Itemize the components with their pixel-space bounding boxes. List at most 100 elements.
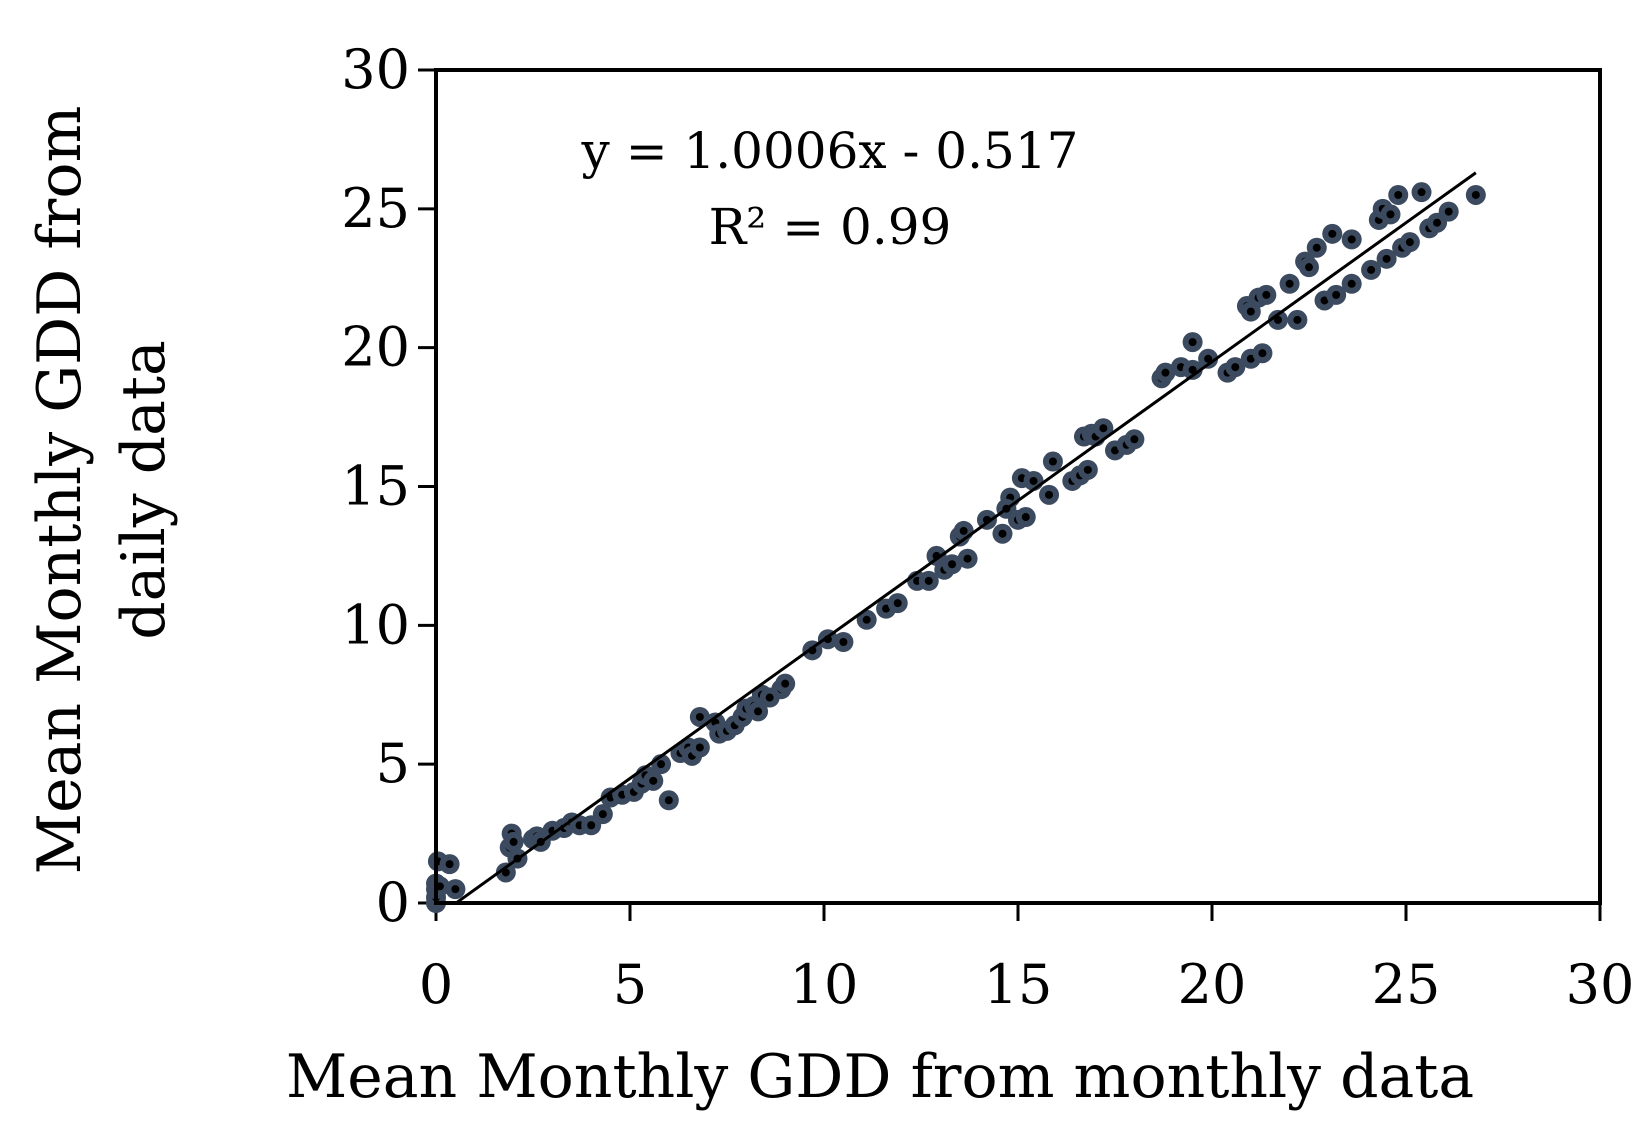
data-point xyxy=(689,706,710,727)
data-point-core xyxy=(1204,354,1213,363)
data-point-core xyxy=(1347,279,1356,288)
data-point-core xyxy=(598,810,607,819)
data-point xyxy=(1376,248,1397,269)
y-axis-title-line-2: daily data xyxy=(109,340,179,640)
data-point-core xyxy=(509,837,518,846)
data-point-core xyxy=(862,615,871,624)
data-point-core xyxy=(1382,254,1391,263)
data-point xyxy=(1015,507,1036,528)
data-point-core xyxy=(1246,307,1255,316)
y-tick-label: 30 xyxy=(341,38,410,101)
data-point-core xyxy=(1471,190,1480,199)
data-point-core xyxy=(893,599,902,608)
data-point xyxy=(1279,273,1300,294)
y-axis-title-line-1: Mean Monthly GDD from xyxy=(25,106,95,875)
data-point-core xyxy=(1417,188,1426,197)
data-point-core xyxy=(882,604,891,613)
data-point-core xyxy=(695,712,704,721)
data-point xyxy=(1124,429,1145,450)
data-point xyxy=(1388,184,1409,205)
data-point-core xyxy=(451,885,460,894)
data-point xyxy=(1411,182,1432,203)
data-point-core xyxy=(1262,290,1271,299)
data-point-core xyxy=(587,821,596,830)
data-point-core xyxy=(1444,207,1453,216)
data-point-core xyxy=(781,679,790,688)
data-point-core xyxy=(1386,210,1395,219)
y-tick-label: 25 xyxy=(341,177,410,240)
data-point xyxy=(1225,357,1246,378)
data-point-core xyxy=(445,860,454,869)
data-point xyxy=(1399,232,1420,253)
trendline-equation: y = 1.0006x - 0.517 xyxy=(581,122,1079,180)
data-point xyxy=(503,831,524,852)
data-point-core xyxy=(754,707,763,716)
data-point-core xyxy=(1083,465,1092,474)
y-tick-label: 5 xyxy=(376,732,410,795)
data-point xyxy=(1267,309,1288,330)
data-point-core xyxy=(1231,363,1240,372)
x-tick-label: 5 xyxy=(613,953,647,1016)
data-point-core xyxy=(1273,315,1282,324)
data-point-core xyxy=(1367,265,1376,274)
data-point xyxy=(856,609,877,630)
data-point-core xyxy=(1130,435,1139,444)
data-point-core xyxy=(959,526,968,535)
data-point-core xyxy=(839,637,848,646)
x-axis-ticks: 0 5 10 15 20 25 30 xyxy=(419,903,1634,1016)
data-point-core xyxy=(1293,315,1302,324)
data-point-core xyxy=(1405,238,1414,247)
data-point xyxy=(957,548,978,569)
data-point xyxy=(1326,284,1347,305)
y-tick-label: 15 xyxy=(341,455,410,518)
data-point-core xyxy=(1347,235,1356,244)
data-point xyxy=(1042,451,1063,472)
data-point-core xyxy=(1332,290,1341,299)
data-point-core xyxy=(657,760,666,769)
data-point xyxy=(1306,237,1327,258)
x-tick-label: 10 xyxy=(790,953,859,1016)
data-point xyxy=(592,804,613,825)
data-point xyxy=(992,523,1013,544)
data-point xyxy=(1252,343,1273,364)
data-point-core xyxy=(1258,349,1267,358)
plot-area-border xyxy=(434,68,1602,905)
data-point xyxy=(1182,359,1203,380)
data-point xyxy=(495,862,516,883)
data-point xyxy=(1198,348,1219,369)
data-point-core xyxy=(1433,218,1442,227)
data-point-core xyxy=(1285,279,1294,288)
data-point-core xyxy=(963,554,972,563)
data-point-core xyxy=(1320,296,1329,305)
data-point xyxy=(445,879,466,900)
data-point xyxy=(1077,459,1098,480)
data-point-core xyxy=(1021,513,1030,522)
data-point-core xyxy=(1161,368,1170,377)
x-tick-label: 20 xyxy=(1178,953,1247,1016)
r-squared-label: R² = 0.99 xyxy=(709,198,952,256)
data-point xyxy=(1438,201,1459,222)
data-point xyxy=(918,570,939,591)
data-point xyxy=(1341,229,1362,250)
data-point-core xyxy=(1045,490,1054,499)
data-point xyxy=(942,554,963,575)
data-point xyxy=(439,854,460,875)
data-point-core xyxy=(649,776,658,785)
trendline xyxy=(455,171,1477,905)
data-point xyxy=(1465,184,1486,205)
data-point-core xyxy=(1099,424,1108,433)
data-point-core xyxy=(998,529,1007,538)
x-axis-title: Mean Monthly GDD from monthly data xyxy=(286,1042,1474,1112)
data-point xyxy=(833,631,854,652)
data-point-core xyxy=(695,743,704,752)
data-point-core xyxy=(1111,446,1119,455)
y-axis-title: Mean Monthly GDD from daily data xyxy=(25,106,179,875)
data-point xyxy=(1155,362,1176,383)
data-point-core xyxy=(1029,476,1038,485)
y-axis-ticks: 0 5 10 15 20 25 30 xyxy=(341,38,436,934)
data-point-core xyxy=(1394,190,1403,199)
data-point xyxy=(689,737,710,758)
data-point-core xyxy=(948,560,957,569)
